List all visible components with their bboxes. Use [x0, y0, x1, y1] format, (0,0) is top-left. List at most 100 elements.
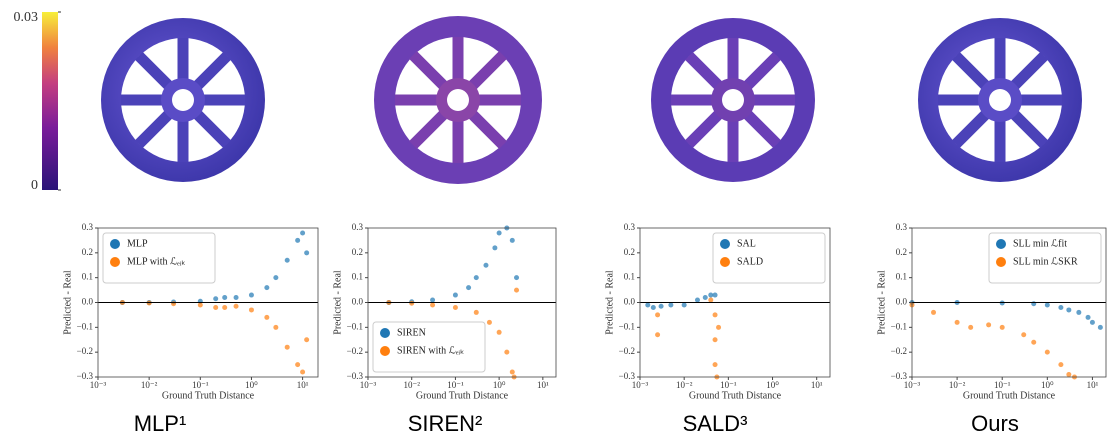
point	[1045, 302, 1050, 307]
legend-marker	[110, 239, 120, 249]
point	[409, 301, 414, 306]
point	[655, 312, 660, 317]
x-tick-label: 10⁻¹	[192, 380, 209, 390]
point	[285, 345, 290, 350]
point	[645, 302, 650, 307]
point	[931, 310, 936, 315]
point	[249, 307, 254, 312]
caption: MLP¹	[134, 411, 187, 436]
point	[249, 293, 254, 298]
point	[703, 295, 708, 300]
point	[453, 293, 458, 298]
point	[716, 325, 721, 330]
x-tick-label: 10⁻³	[904, 380, 921, 390]
x-tick-label: 10⁻²	[141, 380, 158, 390]
caption: SIREN²	[408, 411, 483, 436]
point	[1058, 362, 1063, 367]
point	[1066, 372, 1071, 377]
wheel-render	[101, 18, 265, 182]
point	[514, 288, 519, 293]
y-tick-label: 0.3	[352, 222, 364, 232]
point	[510, 370, 515, 375]
point	[273, 275, 278, 280]
x-axis-label: Ground Truth Distance	[963, 390, 1056, 401]
y-tick-label: 0.2	[352, 247, 363, 257]
point	[213, 296, 218, 301]
legend-box	[713, 233, 825, 283]
x-tick-label: 10⁰	[1041, 380, 1054, 390]
point	[264, 315, 269, 320]
x-axis-label: Ground Truth Distance	[162, 390, 255, 401]
x-tick-label: 10⁻²	[949, 380, 966, 390]
point	[1045, 350, 1050, 355]
y-tick-label: −0.1	[347, 321, 363, 331]
y-tick-label: 0.3	[624, 222, 636, 232]
point	[510, 238, 515, 243]
y-axis-label: Predicted - Real	[62, 270, 73, 335]
point	[1086, 315, 1091, 320]
point	[1058, 305, 1063, 310]
point	[1000, 325, 1005, 330]
y-tick-label: 0.1	[896, 272, 907, 282]
y-tick-label: 0.0	[82, 297, 94, 307]
point	[492, 245, 497, 250]
point	[713, 337, 718, 342]
legend-label: MLP	[127, 238, 148, 249]
legend-marker	[720, 239, 730, 249]
legend-marker	[380, 328, 390, 338]
point	[222, 305, 227, 310]
point	[682, 302, 687, 307]
colorbar-tick-label: 0	[31, 178, 38, 193]
point	[430, 298, 435, 303]
chart: −0.3−0.2−0.10.00.10.20.310⁻³10⁻²10⁻¹10⁰1…	[62, 222, 318, 436]
y-tick-label: 0.3	[82, 222, 94, 232]
y-tick-label: −0.1	[619, 321, 635, 331]
y-axis-label: Predicted - Real	[876, 270, 887, 335]
x-tick-label: 10⁻³	[632, 380, 649, 390]
legend-marker	[380, 346, 390, 356]
point	[264, 285, 269, 290]
legend-label: SLL min ℒfit	[1013, 238, 1067, 249]
point	[504, 350, 509, 355]
x-tick-label: 10⁻¹	[994, 380, 1011, 390]
x-tick-label: 10⁰	[245, 380, 258, 390]
point	[713, 293, 718, 298]
legend-marker	[996, 239, 1006, 249]
x-tick-label: 10⁻¹	[447, 380, 464, 390]
y-tick-label: 0.3	[896, 222, 908, 232]
legend-label: SIREN	[397, 327, 426, 338]
point	[1098, 325, 1103, 330]
point	[466, 285, 471, 290]
point	[474, 275, 479, 280]
x-tick-label: 10⁻²	[676, 380, 693, 390]
point	[1031, 301, 1036, 306]
y-tick-label: −0.1	[77, 321, 93, 331]
x-tick-label: 10⁻²	[403, 380, 420, 390]
legend-label: SIREN with ℒₑᵢₖ	[397, 345, 464, 356]
x-axis-label: Ground Truth Distance	[689, 390, 782, 401]
point	[659, 304, 664, 309]
wheel-renders	[101, 16, 1082, 184]
figure: 00.03−0.3−0.2−0.10.00.10.20.310⁻³10⁻²10⁻…	[0, 0, 1116, 438]
y-tick-label: −0.2	[891, 346, 907, 356]
legend-label: MLP with ℒₑᵢₖ	[127, 256, 186, 267]
y-tick-label: 0.0	[352, 297, 364, 307]
point	[1090, 320, 1095, 325]
x-tick-label: 10¹	[811, 380, 823, 390]
point	[453, 305, 458, 310]
point	[304, 337, 309, 342]
point	[514, 275, 519, 280]
point	[651, 305, 656, 310]
colorbar-tick-label: 0.03	[14, 10, 39, 25]
y-tick-label: −0.1	[891, 321, 907, 331]
wheel-render	[918, 18, 1082, 182]
point	[198, 302, 203, 307]
y-axis-label: Predicted - Real	[332, 270, 343, 335]
point	[487, 320, 492, 325]
point	[234, 304, 239, 309]
point	[304, 250, 309, 255]
x-tick-label: 10⁰	[766, 380, 779, 390]
y-tick-label: −0.2	[619, 346, 635, 356]
